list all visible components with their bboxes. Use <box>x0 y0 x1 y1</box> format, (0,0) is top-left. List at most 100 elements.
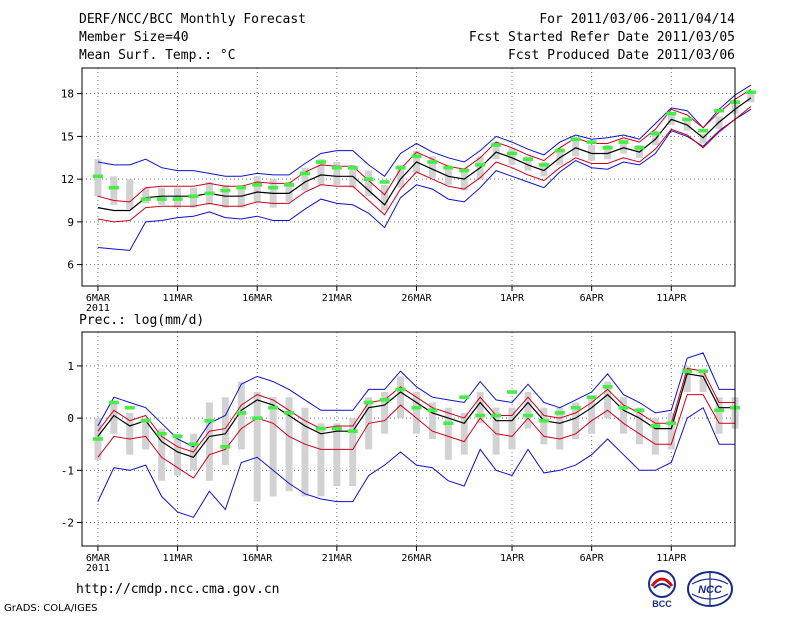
ensemble-range-bar <box>269 397 277 497</box>
observed-marker <box>315 160 326 164</box>
series-line-lower_inner <box>97 106 752 223</box>
y-tick-label: 18 <box>61 88 74 101</box>
y-tick-label: -2 <box>61 517 74 530</box>
series-line-lower_inner <box>97 394 735 479</box>
observed-marker <box>395 387 406 392</box>
grads-credit: GrADS: COLA/IGES <box>4 603 98 614</box>
x-tick-label: 6MAR <box>86 293 111 304</box>
observed-marker <box>745 90 756 95</box>
ensemble-range-bar <box>333 162 341 185</box>
observed-marker <box>682 117 693 122</box>
x-tick-label: 11MAR <box>163 553 194 564</box>
observed-marker <box>284 183 295 187</box>
x-tick-label: 1APR <box>500 553 525 564</box>
observed-marker <box>618 405 629 410</box>
observed-marker <box>411 405 422 410</box>
observed-marker <box>714 108 725 113</box>
series-line-upper_inner <box>97 367 735 453</box>
ensemble-range-bar <box>285 397 293 492</box>
observed-marker <box>634 408 645 413</box>
x-tick-label: 1APR <box>500 293 525 304</box>
ensemble-range-bar <box>397 164 405 188</box>
observed-marker <box>491 143 502 147</box>
ncc-logo-icon: NCC <box>687 571 733 607</box>
observed-marker <box>268 405 279 410</box>
ensemble-range-bar <box>381 184 389 211</box>
ensemble-range-bar <box>142 418 150 450</box>
series-line-lower_outer <box>97 406 735 518</box>
ensemble-range-bar <box>444 164 452 185</box>
observed-marker <box>363 400 374 405</box>
ensemble-range-bar <box>158 428 166 481</box>
ensemble-range-bar <box>540 162 548 177</box>
observed-marker <box>427 408 438 413</box>
forecast-produced-label: Fcst Produced Date 2011/03/06 <box>508 48 735 63</box>
x-year-label: 2011 <box>86 303 110 314</box>
ensemble-range-bar <box>444 407 452 460</box>
source-url[interactable]: http://cmdp.ncc.cma.gov.cn <box>76 582 280 597</box>
forecast-period-label: For 2011/03/06-2011/04/14 <box>539 12 735 27</box>
ensemble-range-bar <box>588 144 596 161</box>
plot-frame <box>81 67 736 287</box>
observed-marker <box>172 197 183 201</box>
x-tick-label: 11APR <box>656 293 687 304</box>
x-year-label: 2011 <box>86 563 110 574</box>
ensemble-range-bar <box>588 397 596 434</box>
observed-marker <box>475 413 486 418</box>
observed-marker <box>570 137 581 142</box>
x-tick-label: 26MAR <box>401 553 432 564</box>
variable-label: Mean Surf. Temp.: °C <box>79 48 236 63</box>
ensemble-range-bar <box>301 167 309 191</box>
observed-marker <box>268 185 279 190</box>
observed-marker <box>347 429 358 433</box>
observed-marker <box>347 165 358 170</box>
ensemble-range-bar <box>285 181 293 202</box>
ensemble-range-bar <box>476 392 484 424</box>
ensemble-range-bar <box>699 371 707 393</box>
observed-marker <box>252 183 263 187</box>
observed-marker <box>538 418 549 423</box>
x-tick-label: 16MAR <box>242 293 273 304</box>
ensemble-range-bar <box>349 418 357 486</box>
observed-marker <box>586 395 597 400</box>
ensemble-range-bar <box>508 147 516 165</box>
observed-marker <box>284 411 295 415</box>
ensemble-range-bar <box>492 407 500 455</box>
observed-marker <box>204 418 215 423</box>
ensemble-range-bar <box>412 392 420 434</box>
ensemble-range-bar <box>620 139 628 154</box>
observed-marker <box>491 413 502 418</box>
observed-marker <box>443 421 454 426</box>
ensemble-range-bar <box>126 179 134 210</box>
observed-marker <box>252 416 263 420</box>
y-tick-label: 9 <box>67 216 74 229</box>
observed-marker <box>108 400 119 405</box>
observed-marker <box>108 185 119 190</box>
observed-marker <box>363 177 374 181</box>
observed-marker <box>188 442 199 447</box>
y-tick-label: 12 <box>61 173 74 186</box>
ensemble-range-bar <box>620 397 628 434</box>
observed-marker <box>236 411 247 415</box>
ensemble-range-bar <box>508 407 516 450</box>
ensemble-range-bar <box>651 418 659 455</box>
observed-marker <box>140 197 151 201</box>
plot-frame <box>81 331 736 547</box>
y-tick-label: 1 <box>67 360 74 373</box>
ensemble-range-bar <box>651 130 659 145</box>
ensemble-range-bar <box>604 381 612 419</box>
observed-marker <box>236 185 247 190</box>
bcc-logo-icon: BCC <box>648 570 676 608</box>
ensemble-range-bar <box>317 159 325 185</box>
ensemble-range-bar <box>604 144 612 160</box>
observed-marker <box>331 165 342 170</box>
series-line-lower_outer <box>97 108 752 251</box>
observed-marker <box>188 194 199 199</box>
precipitation-title: Prec.: log(mm/d) <box>79 313 204 328</box>
x-tick-label: 16MAR <box>242 553 273 564</box>
observed-marker <box>682 369 693 373</box>
ensemble-range-bar <box>110 402 118 434</box>
ensemble-range-bar <box>747 93 755 103</box>
